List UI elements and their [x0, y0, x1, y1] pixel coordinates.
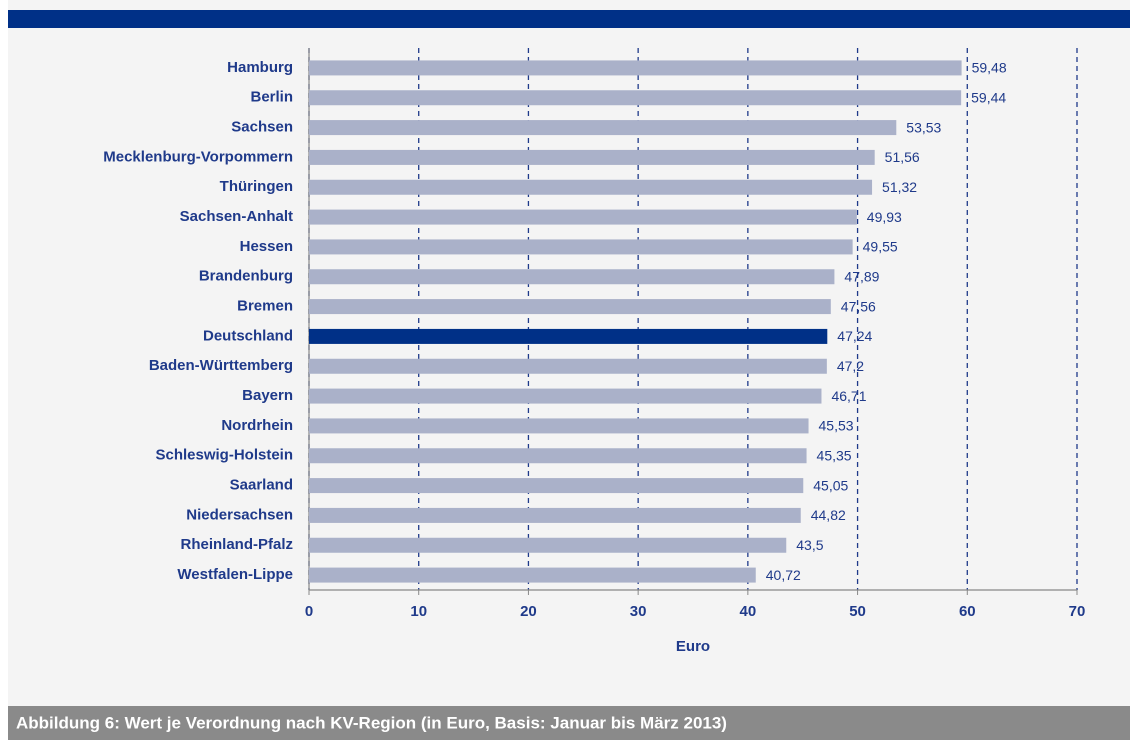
value-label: 40,72	[766, 567, 801, 583]
x-tick-label: 50	[849, 603, 866, 620]
value-label: 47,89	[844, 268, 879, 284]
x-tick-label: 70	[1069, 603, 1086, 620]
bar	[309, 269, 835, 285]
bar	[309, 328, 828, 344]
y-tick-label: Brandenburg	[199, 268, 293, 285]
header-bar	[8, 10, 1130, 28]
bar	[309, 448, 807, 464]
x-tick-label: 40	[740, 603, 757, 620]
chart-background	[8, 0, 1130, 706]
bar	[309, 478, 804, 494]
value-label: 49,93	[867, 209, 902, 225]
x-tick-label: 20	[520, 603, 537, 620]
bar	[309, 418, 809, 434]
bar	[309, 149, 875, 165]
caption: Abbildung 6: Wert je Verordnung nach KV-…	[16, 713, 727, 732]
bar	[309, 537, 787, 553]
value-label: 46,71	[831, 388, 866, 404]
value-label: 53,53	[906, 119, 941, 135]
value-label: 49,55	[863, 239, 898, 255]
bar	[309, 239, 853, 255]
caption-bar	[8, 706, 1130, 740]
y-tick-label: Baden-Württemberg	[149, 357, 293, 374]
value-label: 59,48	[972, 60, 1007, 76]
y-tick-label: Saarland	[230, 477, 293, 494]
bar	[309, 299, 831, 315]
y-tick-label: Sachsen	[231, 119, 293, 136]
value-label: 51,32	[882, 179, 917, 195]
bar	[309, 90, 962, 106]
y-tick-label: Niedersachsen	[186, 506, 293, 523]
x-tick-label: 10	[410, 603, 427, 620]
bar	[309, 209, 857, 225]
y-tick-label: Deutschland	[203, 327, 293, 344]
value-label: 47,2	[837, 358, 864, 374]
bar	[309, 567, 756, 583]
bar	[309, 179, 873, 195]
y-tick-label: Thüringen	[220, 178, 293, 195]
y-tick-label: Bremen	[237, 298, 293, 315]
y-tick-label: Westfalen-Lippe	[177, 566, 293, 583]
bar	[309, 507, 801, 523]
value-label: 51,56	[885, 149, 920, 165]
value-label: 59,44	[971, 89, 1006, 105]
y-tick-label: Mecklenburg-Vorpommern	[103, 148, 293, 165]
y-tick-label: Hessen	[240, 238, 293, 255]
x-tick-label: 0	[305, 603, 313, 620]
x-tick-label: 60	[959, 603, 976, 620]
value-label: 44,82	[811, 507, 846, 523]
y-tick-label: Schleswig-Holstein	[155, 447, 293, 464]
x-tick-label: 30	[630, 603, 647, 620]
bar	[309, 60, 962, 76]
value-label: 45,05	[813, 477, 848, 493]
y-tick-label: Berlin	[250, 89, 293, 106]
y-tick-label: Bayern	[242, 387, 293, 404]
y-tick-label: Hamburg	[227, 59, 293, 76]
value-label: 47,56	[841, 298, 876, 314]
value-label: 45,53	[819, 418, 854, 434]
bar	[309, 388, 822, 404]
bar	[309, 358, 827, 374]
y-tick-label: Nordrhein	[221, 417, 293, 434]
value-label: 45,35	[817, 447, 852, 463]
x-axis-label: Euro	[676, 638, 710, 655]
value-label: 47,24	[837, 328, 872, 344]
bar	[309, 120, 897, 136]
value-label: 43,5	[796, 537, 823, 553]
y-tick-label: Sachsen-Anhalt	[180, 208, 293, 225]
y-tick-label: Rheinland-Pfalz	[180, 536, 293, 553]
